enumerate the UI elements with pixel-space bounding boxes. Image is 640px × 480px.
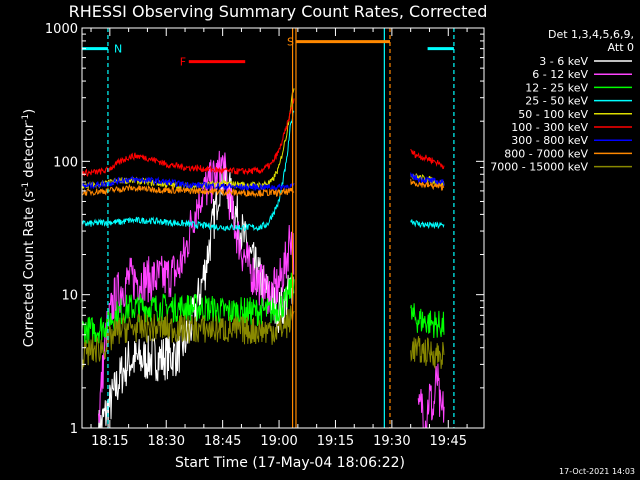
series-line-8-segment-2 — [410, 178, 445, 191]
legend-entry-label: 800 - 7000 keV — [504, 147, 588, 160]
x-tick-label: 19:15 — [317, 434, 354, 449]
y-tick-label: 1 — [70, 422, 78, 437]
y-axis-label: Corrected Count Rate (s-1 detector-1) — [21, 109, 37, 347]
plot-area: N F S — [82, 28, 455, 428]
series-line-6-segment-1 — [82, 98, 295, 177]
chart-title: RHESSI Observing Summary Count Rates, Co… — [69, 2, 488, 21]
x-tick-label: 18:15 — [91, 434, 128, 449]
x-tick-label: 19:45 — [430, 434, 467, 449]
legend-entry-label: 7000 - 15000 keV — [490, 161, 588, 174]
series-line-9-segment-1 — [82, 305, 295, 370]
x-tick-label: 18:30 — [148, 434, 185, 449]
legend-header-line-2: Att 0 — [608, 41, 634, 54]
y-tick-label: 1000 — [45, 22, 78, 37]
y-tick-label: 10 — [61, 289, 78, 304]
y-axis-label-main: Corrected Count Rate (s — [22, 191, 37, 348]
legend-entry-label: 3 - 6 keV — [539, 55, 588, 68]
y-axis-label-end: ) — [22, 109, 37, 114]
legend-entry-label: 300 - 800 keV — [511, 134, 588, 147]
y-axis-label-sup-2: -1 — [21, 114, 31, 123]
y-tick-label: 100 — [53, 155, 78, 170]
y-axis-label-sup-1: -1 — [21, 182, 31, 191]
x-tick-label: 19:00 — [260, 434, 297, 449]
flag-label-S: S — [287, 36, 294, 49]
series-line-2-segment-2 — [417, 363, 445, 428]
series-line-9-segment-2 — [410, 336, 445, 370]
y-axis-label-mid: detector — [22, 122, 37, 182]
plot-frame — [81, 27, 485, 429]
axis-ticks: 18:15 18:30 18:45 19:00 19:15 19:30 19:45 1 10 10… — [45, 22, 484, 449]
series-line-4-segment-2 — [410, 219, 445, 230]
x-tick-label: 18:45 — [204, 434, 241, 449]
series-line-3-segment-2 — [410, 303, 445, 339]
legend-header-line-1: Det 1,3,4,5,6,9, — [548, 28, 634, 41]
series-line-7-segment-1 — [82, 175, 295, 192]
flag-label-N: N — [114, 43, 122, 56]
x-tick-label: 19:30 — [373, 434, 410, 449]
series-line-4-segment-1 — [82, 109, 295, 232]
timestamp: 17-Oct-2021 14:03 — [559, 467, 635, 476]
flag-label-F: F — [180, 56, 186, 69]
x-axis-label: Start Time (17-May-04 18:06:22) — [175, 455, 405, 471]
legend-entry-label: 100 - 300 keV — [511, 121, 588, 134]
series-line-6-segment-2 — [410, 148, 445, 170]
series-line-8-segment-1 — [82, 183, 295, 198]
legend-entry-label: 25 - 50 keV — [525, 95, 588, 108]
legend-entry-label: 12 - 25 keV — [525, 81, 588, 94]
legend-entry-label: 50 - 100 keV — [518, 108, 588, 121]
legend-entry-label: 6 - 12 keV — [532, 68, 588, 81]
